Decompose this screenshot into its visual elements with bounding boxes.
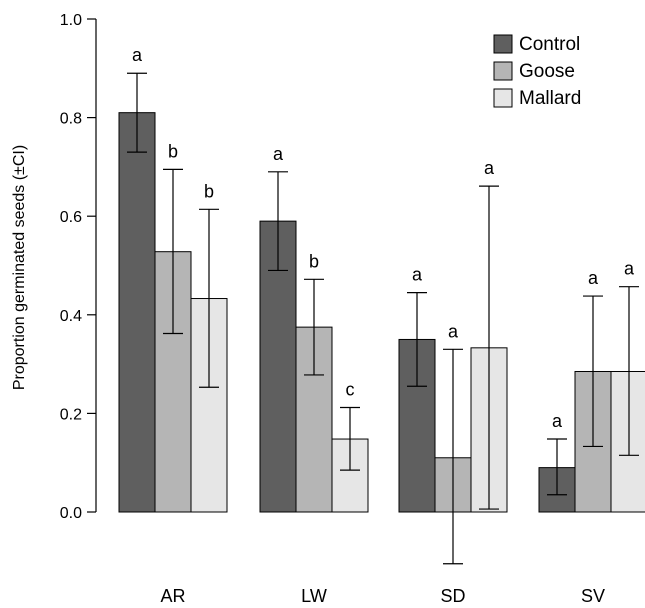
plot-area: 0.0 0.2 0.4 0.6 0.8 1.0 a a a a b b a a b c a a AR LW SD SV bbox=[60, 12, 645, 606]
bar bbox=[259, 220, 297, 513]
y-tick-label: 1.0 bbox=[60, 12, 82, 29]
significance-letter: a bbox=[552, 411, 563, 431]
x-tick-label: SD bbox=[440, 586, 465, 606]
y-tick-label: 0.4 bbox=[60, 308, 82, 325]
y-tick-label: 0.8 bbox=[60, 111, 82, 128]
x-tick-label: SV bbox=[581, 586, 605, 606]
x-tick-label: AR bbox=[160, 586, 185, 606]
significance-letter: a bbox=[588, 268, 599, 288]
y-tick-label: 0.2 bbox=[60, 406, 82, 423]
significance-letter: a bbox=[273, 144, 284, 164]
legend-label: Goose bbox=[519, 61, 575, 82]
significance-letter: a bbox=[448, 321, 459, 341]
significance-letter: b bbox=[309, 251, 319, 271]
x-tick-label: LW bbox=[301, 586, 327, 606]
bar bbox=[610, 370, 645, 513]
legend: Control Goose Mallard bbox=[493, 34, 581, 109]
significance-letter: b bbox=[204, 181, 214, 201]
significance-letter: a bbox=[132, 45, 143, 65]
legend-label: Control bbox=[519, 34, 580, 55]
legend-swatch bbox=[493, 88, 513, 108]
legend-label: Mallard bbox=[519, 88, 581, 109]
significance-letter: b bbox=[168, 141, 178, 161]
significance-letter: a bbox=[412, 265, 423, 285]
y-axis-label: Proportion germinated seeds (±CI) bbox=[11, 145, 28, 390]
bar bbox=[118, 112, 156, 513]
y-tick-label: 0.0 bbox=[60, 505, 82, 522]
legend-swatch bbox=[493, 34, 513, 54]
legend-swatch bbox=[493, 61, 513, 81]
significance-letter: a bbox=[484, 158, 495, 178]
y-tick-label: 0.6 bbox=[60, 209, 82, 226]
significance-letter: a bbox=[624, 259, 635, 279]
significance-letter: c bbox=[346, 379, 355, 399]
